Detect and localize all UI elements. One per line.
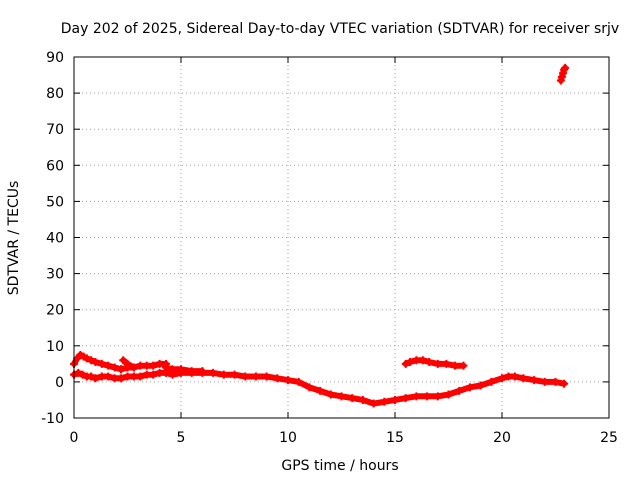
- data-point: [465, 383, 474, 392]
- data-point: [294, 377, 303, 386]
- data-point: [519, 374, 528, 383]
- data-point: [104, 361, 113, 370]
- data-point: [273, 374, 282, 383]
- data-point: [450, 361, 459, 370]
- x-tick-label: 10: [279, 430, 297, 446]
- data-point: [391, 395, 399, 404]
- x-tick-label: 15: [386, 430, 404, 446]
- data-point: [433, 359, 442, 368]
- data-point: [561, 63, 570, 72]
- data-point: [442, 359, 451, 368]
- x-tick-label: 20: [493, 430, 511, 446]
- data-point: [305, 383, 314, 392]
- data-point: [209, 368, 218, 377]
- data-point: [230, 370, 239, 379]
- data-point: [405, 358, 414, 367]
- data-point: [136, 372, 145, 381]
- data-series: [70, 63, 570, 408]
- grid-lines: [74, 57, 609, 418]
- data-point: [110, 363, 119, 372]
- y-tick-label: 30: [46, 267, 64, 283]
- data-point: [97, 359, 106, 368]
- data-point: [369, 399, 378, 408]
- data-point: [123, 359, 132, 368]
- y-tick-label: 70: [46, 122, 64, 138]
- data-point: [337, 392, 346, 401]
- y-tick-label: 40: [46, 231, 64, 247]
- data-point: [418, 356, 427, 365]
- data-point: [530, 376, 539, 385]
- data-point: [149, 361, 158, 370]
- data-point: [219, 370, 228, 379]
- data-point: [117, 374, 126, 383]
- data-point: [87, 372, 96, 381]
- x-axis-label: GPS time / hours: [281, 458, 398, 474]
- data-point: [149, 370, 158, 379]
- data-point: [82, 354, 91, 363]
- data-point: [129, 363, 138, 372]
- data-point: [168, 365, 177, 374]
- data-point: [476, 381, 485, 390]
- data-point: [187, 367, 196, 376]
- y-tick-label: 20: [46, 303, 64, 319]
- data-point: [401, 394, 410, 403]
- data-point: [433, 392, 442, 401]
- data-point: [198, 367, 207, 376]
- y-tick-label: 50: [46, 194, 64, 210]
- data-point: [91, 358, 100, 367]
- x-tick-label: 25: [600, 430, 618, 446]
- data-point: [551, 377, 560, 386]
- y-tick-label: 0: [55, 375, 64, 391]
- data-point: [117, 365, 126, 374]
- data-point: [91, 374, 100, 383]
- data-point: [425, 358, 434, 367]
- data-point: [251, 372, 260, 381]
- y-tick-label: -10: [41, 411, 64, 427]
- data-point: [487, 377, 496, 386]
- data-point: [380, 397, 389, 406]
- data-point: [412, 392, 421, 401]
- y-axis-label: SDTVAR / TECUs: [6, 181, 22, 296]
- y-tick-label: 80: [46, 86, 64, 102]
- data-point: [78, 370, 87, 379]
- data-point: [87, 356, 96, 365]
- data-point: [241, 372, 250, 381]
- y-tick-label: 90: [46, 50, 64, 66]
- data-point: [104, 372, 113, 381]
- chart-title: Day 202 of 2025, Sidereal Day-to-day VTE…: [61, 21, 619, 37]
- axis-ticks: 0 5 10 15 20 25 -10 0 10 20 30 40 50 60 70 80 90: [41, 50, 618, 446]
- data-point: [348, 394, 357, 403]
- data-point: [119, 356, 128, 365]
- data-point: [316, 386, 325, 395]
- data-point: [284, 376, 292, 385]
- data-point: [358, 395, 367, 404]
- data-point: [540, 377, 549, 386]
- y-tick-label: 60: [46, 158, 64, 174]
- data-point: [498, 374, 506, 383]
- data-point: [444, 390, 453, 399]
- data-point: [401, 359, 410, 368]
- data-point: [560, 379, 569, 388]
- data-point: [162, 363, 171, 372]
- data-point: [262, 372, 271, 381]
- data-point: [326, 390, 335, 399]
- x-tick-label: 0: [70, 430, 79, 446]
- data-point: [459, 361, 468, 370]
- data-point: [423, 392, 432, 401]
- x-tick-label: 5: [177, 430, 186, 446]
- y-tick-label: 10: [46, 339, 64, 355]
- data-point: [510, 372, 519, 381]
- data-point: [455, 386, 464, 395]
- data-point: [177, 365, 185, 374]
- data-point: [74, 368, 83, 377]
